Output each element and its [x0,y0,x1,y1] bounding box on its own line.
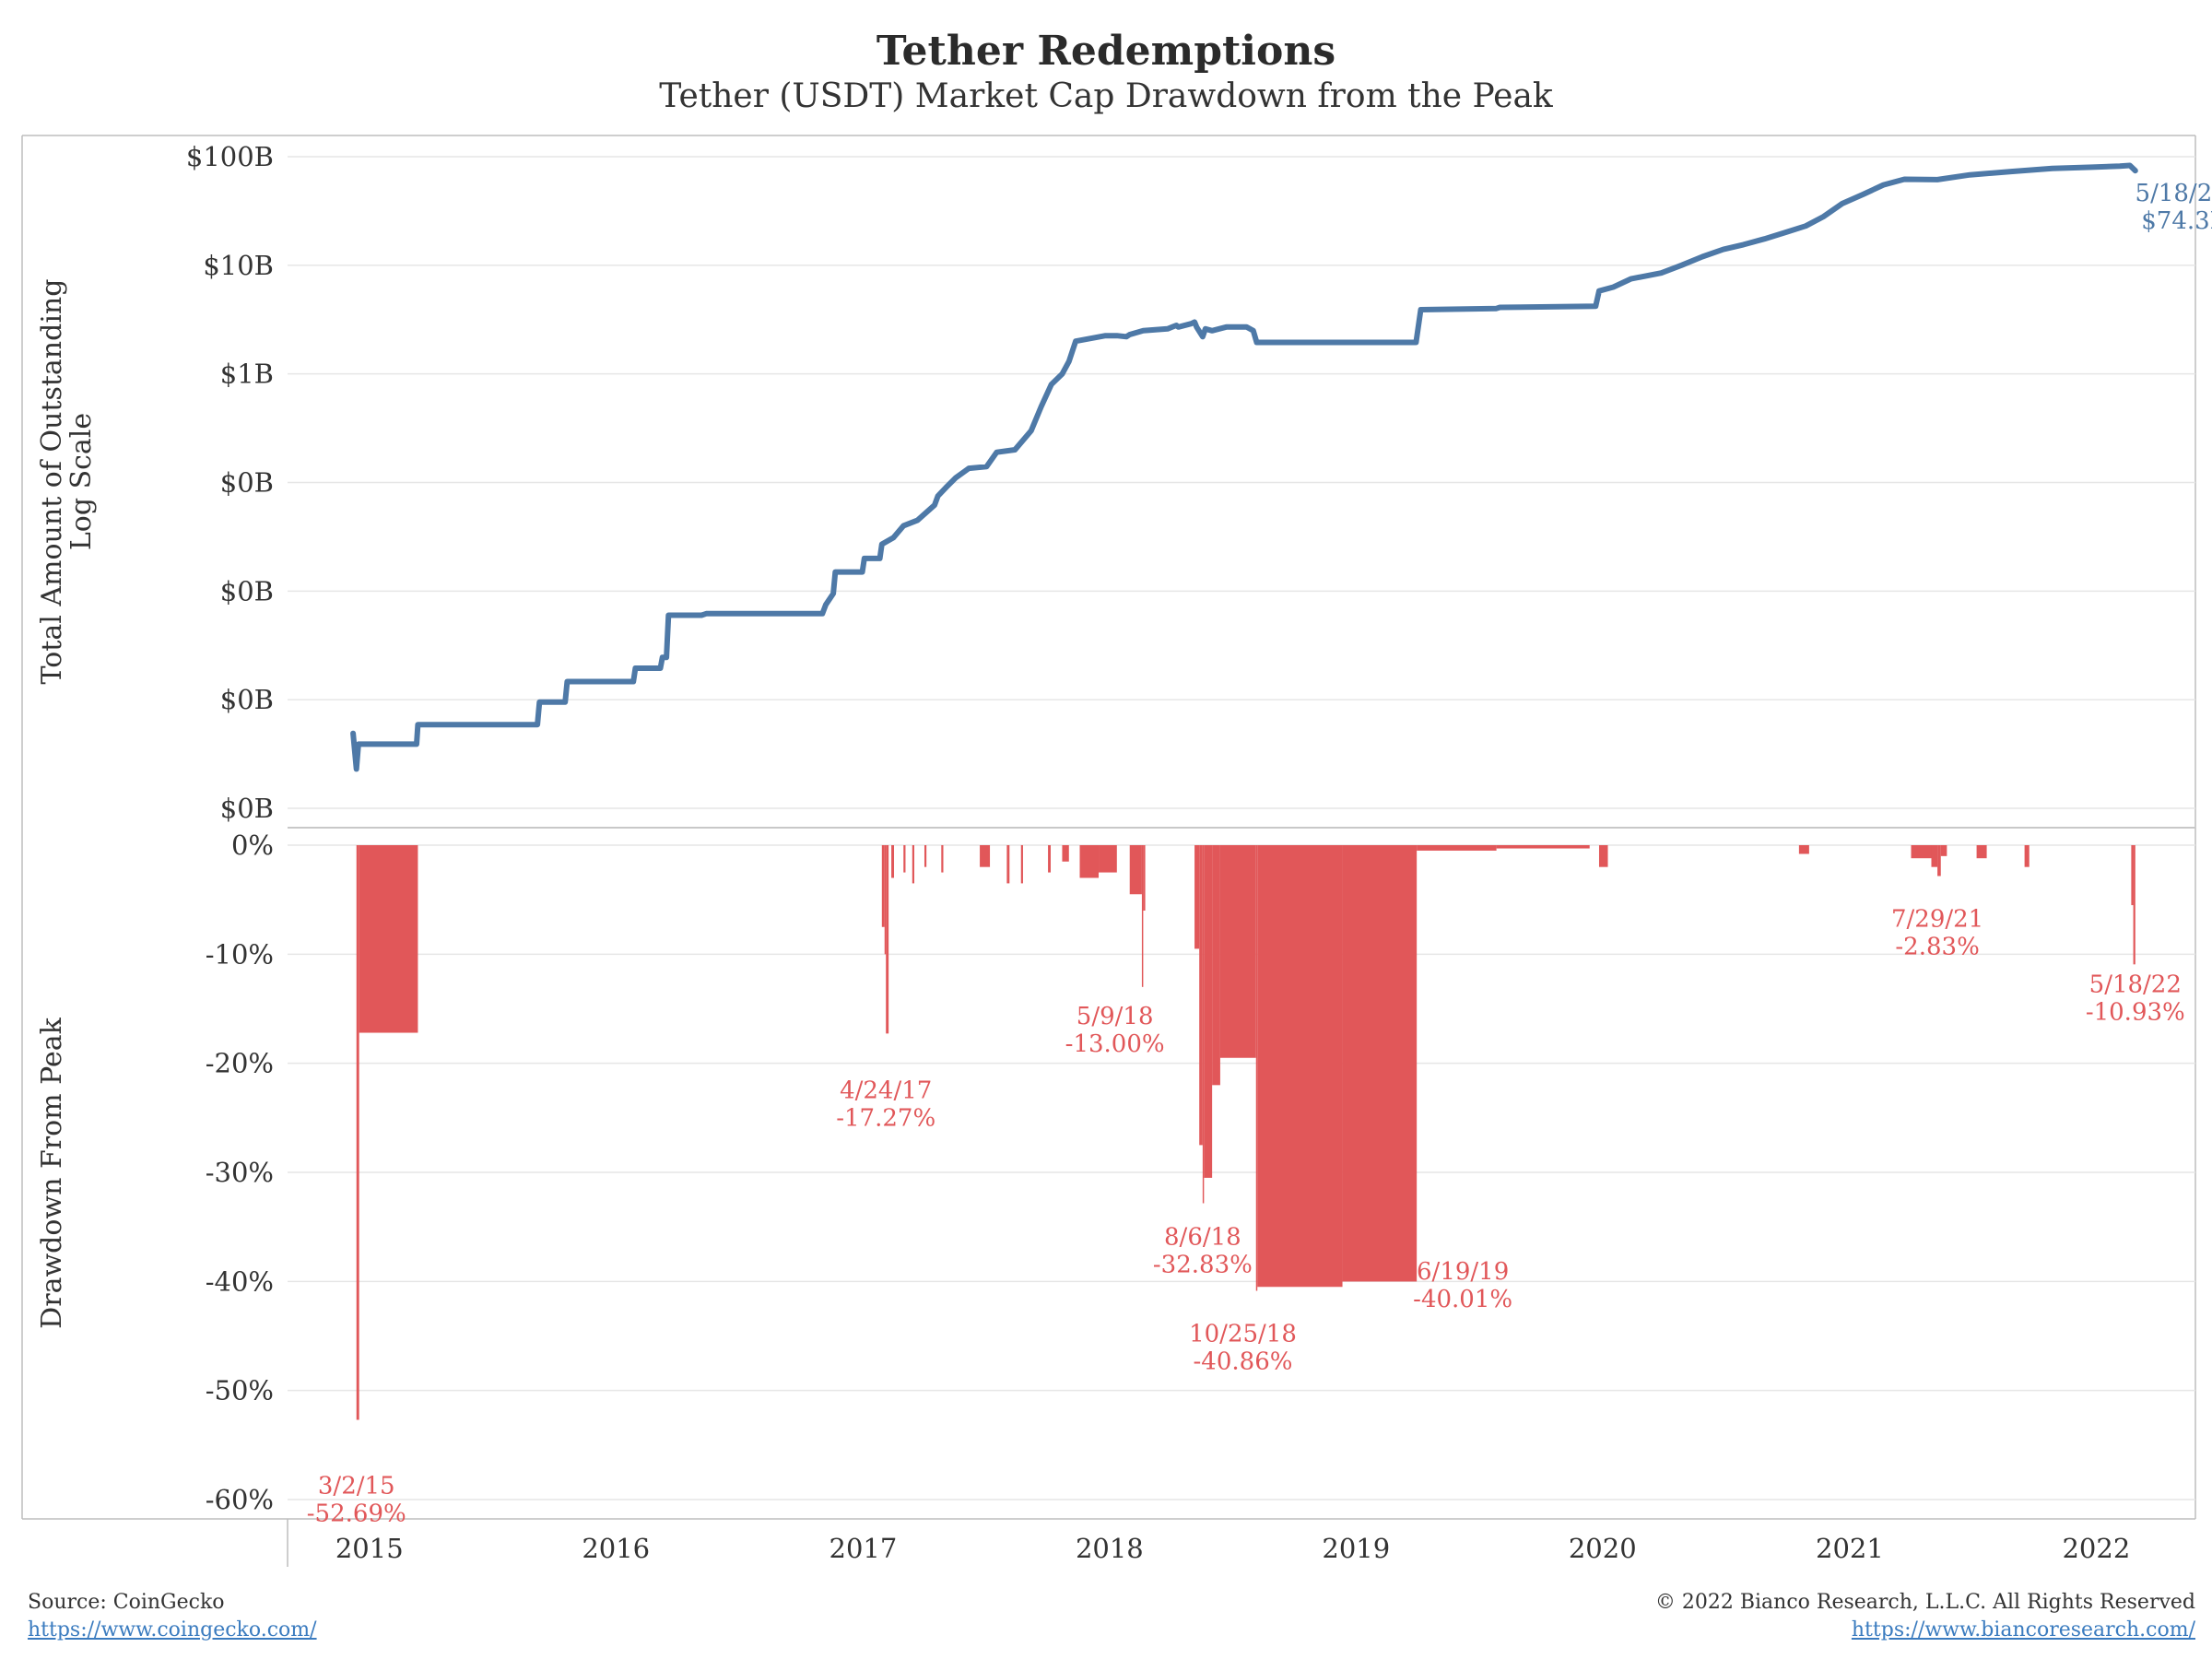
y-tick-label-top: $100B [186,141,274,172]
y-tick-label-bottom: -10% [206,938,274,970]
annotation-value: -13.00% [1065,1030,1165,1058]
drawdown-bar [891,845,895,878]
drawdown-bar [1937,845,1941,877]
drawdown-bar [1129,845,1142,895]
annotation-value: -17.27% [836,1104,935,1132]
footer-source-link[interactable]: https://www.coingecko.com/ [28,1618,317,1641]
drawdown-bar [1342,845,1418,1282]
chart-subtitle: Tether (USDT) Market Cap Drawdown from t… [659,77,1553,115]
x-tick-label: 2020 [1569,1533,1637,1564]
annotation-date: 3/2/15 [318,1472,395,1500]
drawdown-bar [1911,845,1932,859]
annotation-value-top: $74.3B [2141,207,2212,235]
drawdown-bar [359,845,418,1033]
drawdown-bar [980,845,991,867]
drawdown-bar [2133,845,2136,965]
drawdown-bar [1931,845,1938,867]
y-tick-label-top: $10B [203,250,274,281]
drawdown-bar [1141,845,1144,987]
drawdown-bar [2131,845,2134,906]
x-tick-label: 2018 [1076,1533,1144,1564]
x-tick-label: 2019 [1322,1533,1390,1564]
drawdown-bar [1194,845,1200,949]
chart-title: Tether Redemptions [876,28,1336,75]
footer-source: Source: CoinGecko [28,1591,225,1614]
footer-copyright: © 2022 Bianco Research, L.L.C. All Right… [1654,1591,2195,1614]
annotation-date: 5/9/18 [1077,1003,1154,1030]
x-tick-label: 2016 [582,1533,650,1564]
drawdown-bar [912,845,914,884]
annotation-value: -10.93% [2086,998,2185,1026]
drawdown-bar [1048,845,1051,873]
drawdown-bar [1598,845,1608,867]
y-tick-label-bottom: -50% [206,1375,274,1406]
x-tick-label: 2017 [830,1533,898,1564]
drawdown-bar [1976,845,1987,859]
x-tick-label: 2015 [335,1533,404,1564]
drawdown-bar [1020,845,1023,884]
annotation-value: -40.01% [1413,1286,1512,1313]
drawdown-bar [1257,845,1343,1288]
y-axis-title-bottom: Drawdown From Peak [36,1017,68,1328]
y-tick-label-top: $0B [220,467,274,499]
drawdown-bar [1496,845,1590,849]
drawdown-bar [1255,845,1258,1291]
drawdown-bar [1417,845,1497,851]
drawdown-bar [1079,845,1100,878]
annotation-value: -52.69% [307,1500,406,1527]
annotation-date: 5/18/22 [2089,971,2182,998]
annotation-date-top: 5/18/22 [2136,180,2212,207]
drawdown-bar [1143,845,1146,911]
footer-copyright-link[interactable]: https://www.biancoresearch.com/ [1851,1618,2195,1641]
y-tick-label-top: $1B [220,359,274,390]
y-tick-label-top: $0B [220,684,274,715]
y-tick-label-bottom: 0% [231,830,274,861]
drawdown-bar [903,845,906,873]
drawdown-bar [2024,845,2030,867]
drawdown-bar [356,845,359,1420]
y-tick-label-bottom: -40% [206,1265,274,1297]
drawdown-bar [1798,845,1809,854]
market-cap-line [350,162,2138,772]
y-axis-title-top: Total Amount of Outstanding [36,279,68,685]
annotation-value: -2.83% [1895,933,1979,960]
drawdown-bar [924,845,927,867]
drawdown-bar [881,845,885,927]
drawdown-bar [1212,845,1220,1086]
annotation-date: 4/24/17 [840,1077,932,1104]
annotation-date: 10/25/18 [1189,1321,1297,1348]
drawdown-bar [1099,845,1117,873]
y-tick-label-bottom: -60% [206,1484,274,1515]
annotation-date: 6/19/19 [1417,1258,1509,1286]
drawdown-bar [1199,845,1203,1146]
y-tick-label-bottom: -20% [206,1048,274,1079]
y-tick-label-bottom: -30% [206,1157,274,1188]
drawdown-bar [1006,845,1010,884]
y-tick-label-top: $0B [220,575,274,606]
annotation-date: 8/6/18 [1164,1223,1241,1251]
x-tick-label: 2022 [2062,1533,2130,1564]
y-axis-title-top: Log Scale [65,413,98,550]
annotation-value: -40.86% [1194,1348,1293,1376]
drawdown-bar [941,845,944,873]
y-tick-label-top: $0B [220,793,274,824]
annotation-date: 7/29/21 [1891,905,1983,933]
drawdown-bar [1202,845,1205,1204]
drawdown-bar [1204,845,1213,1178]
drawdown-bar [884,845,887,955]
drawdown-bar [1940,845,1947,856]
drawdown-bar [1062,845,1069,862]
annotation-value: -32.83% [1153,1251,1253,1278]
drawdown-bar [886,845,889,1034]
drawdown-bar [1219,845,1256,1058]
x-tick-label: 2021 [1816,1533,1884,1564]
